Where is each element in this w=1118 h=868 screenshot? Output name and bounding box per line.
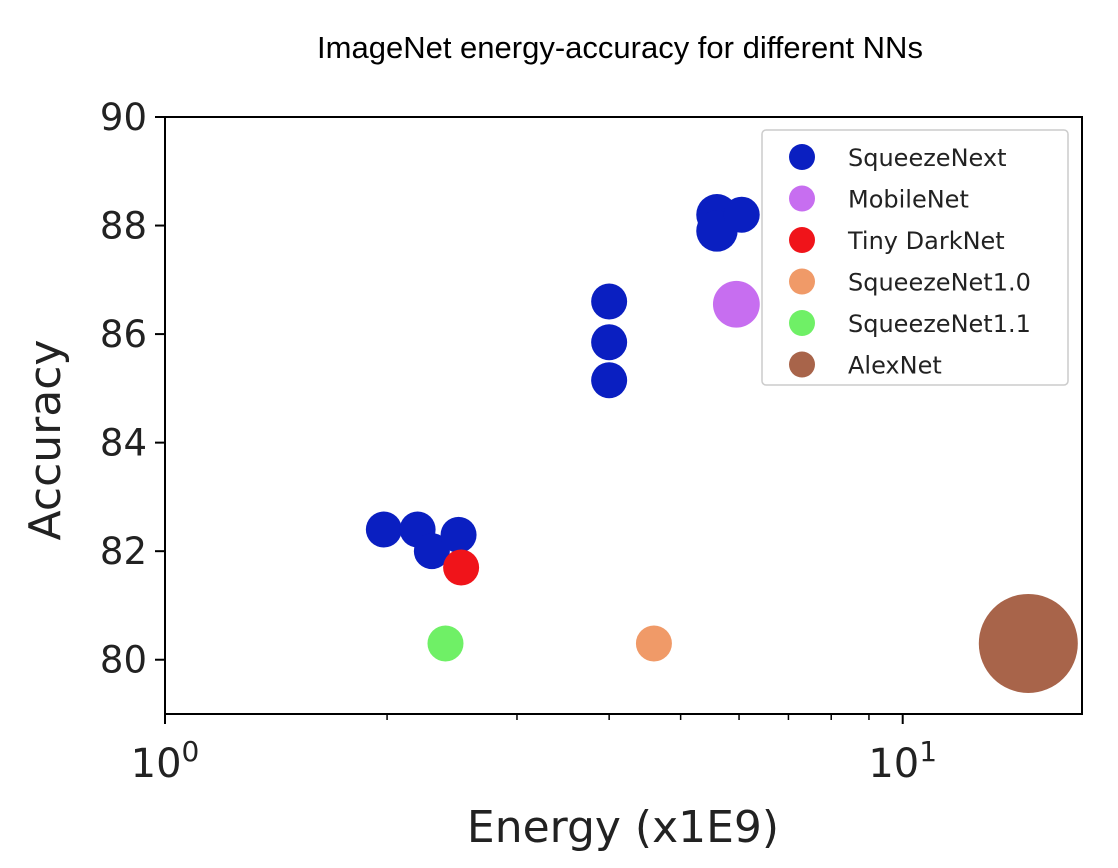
y-tick-label-3: 86: [100, 313, 147, 356]
y-tick-label-1: 82: [100, 530, 147, 573]
legend-label-3: SqueezeNet1.0: [848, 269, 1031, 297]
legend-label-0: SqueezeNext: [848, 144, 1006, 172]
x-axis-label: Energy (x1E9): [467, 802, 779, 853]
point-2-0: [443, 549, 479, 585]
legend-marker-4: [789, 310, 815, 336]
point-0-4: [591, 284, 627, 320]
point-0-5: [591, 324, 627, 360]
legend-label-2: Tiny DarkNet: [847, 227, 1005, 255]
point-0-9: [724, 197, 760, 233]
x-axis: 100 101: [131, 714, 937, 787]
y-axis-label: Accuracy: [20, 340, 71, 541]
point-3-0: [636, 625, 672, 661]
legend-label-1: MobileNet: [848, 186, 969, 214]
point-5-0: [979, 594, 1078, 693]
point-0-0: [366, 511, 402, 547]
y-tick-label-5: 90: [100, 96, 147, 139]
point-4-0: [427, 625, 463, 661]
x-tick-label-0: 100: [131, 735, 200, 787]
point-0-6: [591, 362, 627, 398]
legend-marker-5: [789, 352, 815, 378]
y-axis: 80 82 84 86 88 90: [100, 96, 165, 682]
legend: SqueezeNext MobileNet Tiny DarkNet SqueezeN…: [762, 130, 1068, 385]
legend-label-4: SqueezeNet1.1: [848, 310, 1031, 338]
y-tick-label-0: 80: [100, 639, 147, 682]
legend-marker-2: [789, 227, 815, 253]
legend-label-5: AlexNet: [848, 352, 942, 380]
legend-marker-0: [789, 144, 815, 170]
point-1-0: [713, 281, 760, 328]
x-tick-label-1: 101: [868, 735, 937, 787]
point-0-3: [441, 517, 477, 553]
legend-marker-1: [789, 186, 815, 212]
scatter-plot: 80 82 84 86 88 90 100 101 Accuracy Energy (x1E…: [0, 0, 1118, 868]
y-tick-label-4: 88: [100, 205, 147, 248]
y-tick-label-2: 84: [100, 422, 147, 465]
legend-marker-3: [789, 269, 815, 295]
